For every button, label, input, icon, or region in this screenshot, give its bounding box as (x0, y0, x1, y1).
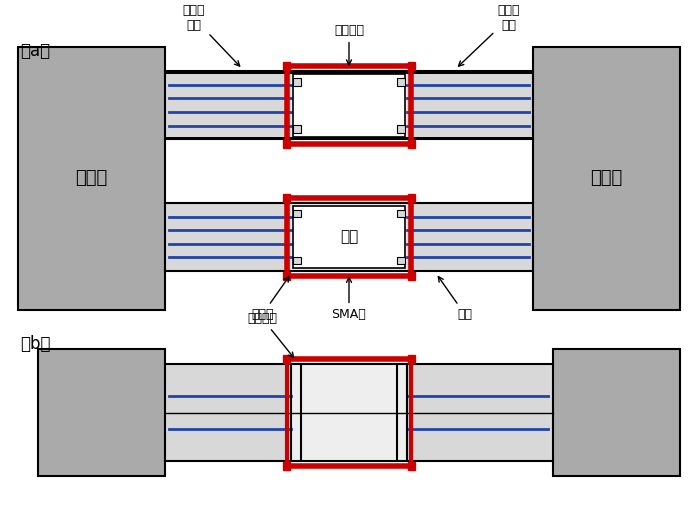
Bar (293, 206, 405, 268)
Text: 錨固螺栓: 錨固螺栓 (247, 312, 294, 358)
Bar (293, 125, 302, 132)
Bar (18, 47, 165, 310)
Bar (408, 63, 415, 70)
Bar (165, 364, 553, 461)
Text: 錨筋: 錨筋 (438, 277, 473, 321)
Bar (283, 355, 290, 363)
Bar (396, 256, 405, 264)
Bar (293, 74, 405, 136)
Bar (396, 78, 405, 86)
Text: 非耗能
梁段: 非耗能 梁段 (183, 4, 239, 66)
Text: （b）: （b） (20, 334, 51, 353)
Bar (292, 203, 406, 271)
Bar (283, 194, 290, 202)
Text: （a）: （a） (20, 42, 50, 60)
Bar (165, 203, 533, 271)
Bar (165, 71, 533, 74)
Bar (408, 272, 415, 280)
Bar (292, 71, 406, 140)
Text: 抗剪鍵: 抗剪鍵 (251, 277, 289, 321)
Bar (396, 125, 405, 132)
Bar (408, 141, 415, 148)
Bar (292, 364, 406, 461)
Text: 耗能梁段: 耗能梁段 (334, 24, 364, 65)
Bar (38, 349, 165, 476)
Bar (283, 63, 290, 70)
Bar (408, 355, 415, 363)
Text: SMA棒: SMA棒 (332, 278, 366, 321)
Bar (165, 71, 533, 140)
Bar (283, 462, 290, 470)
Bar (293, 256, 302, 264)
Bar (283, 272, 290, 280)
Text: 非耗能
梁段: 非耗能 梁段 (459, 4, 520, 66)
Bar (408, 194, 415, 202)
Bar (533, 47, 680, 310)
Text: 剪力墻: 剪力墻 (591, 170, 623, 188)
Text: 剪力墻: 剪力墻 (75, 170, 107, 188)
Bar (165, 136, 533, 140)
Bar (283, 141, 290, 148)
Bar (408, 462, 415, 470)
Bar (293, 210, 302, 218)
Bar (553, 349, 680, 476)
Bar (396, 210, 405, 218)
Bar (293, 78, 302, 86)
Text: 型鋼: 型鋼 (340, 230, 358, 245)
